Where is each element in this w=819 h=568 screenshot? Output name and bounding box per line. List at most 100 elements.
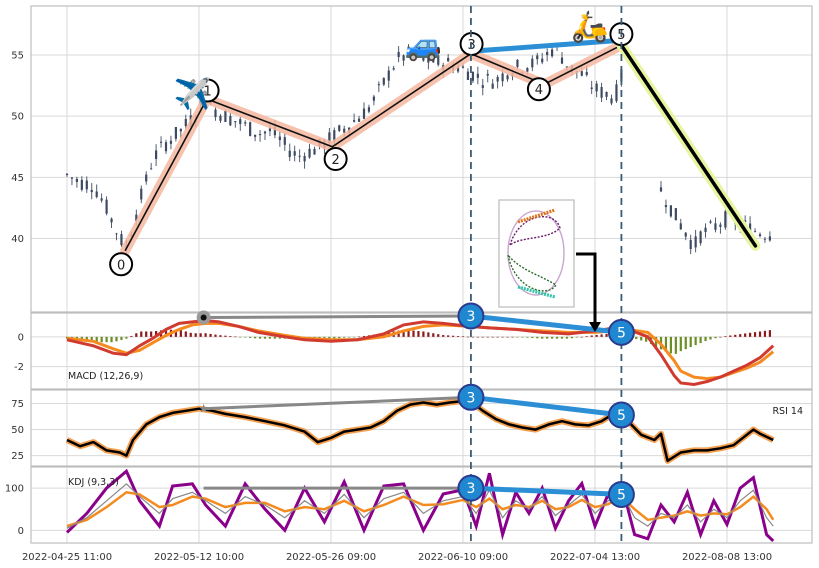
inset-ellipse (507, 210, 565, 296)
candle-body (120, 234, 123, 246)
candle-body (763, 238, 767, 240)
xtick-label-2: 2022-05-26 09:00 (286, 552, 376, 563)
macd-frame (30, 312, 813, 390)
macd-hist-bar (432, 333, 435, 337)
candle-body (263, 131, 267, 134)
candle-body (422, 56, 425, 61)
macd-hist-bar (590, 335, 593, 337)
inset-image (498, 199, 601, 332)
candle-body (313, 148, 316, 155)
macd-bubble-label-5: 5 (617, 325, 626, 341)
macd-hist-bar (575, 336, 578, 338)
kdj-bubble-label-3: 3 (466, 481, 475, 497)
candle-body (353, 120, 356, 122)
candle-body (110, 218, 113, 223)
macd-hist-bar (189, 332, 192, 337)
zigzag-marker-0 (109, 252, 134, 277)
macd-hist-bar (140, 331, 143, 337)
candle-body (367, 107, 371, 112)
candle-body (140, 188, 143, 200)
macd-hist-bar (204, 333, 207, 337)
rsi-panel: 75 50 25 ★ RSI 14 (11, 389, 813, 467)
macd-hist-bar (521, 336, 524, 338)
macd-hist-bar (471, 336, 474, 338)
candle-body (605, 91, 608, 97)
candle-body (674, 208, 677, 221)
macd-hist-bar (704, 336, 707, 342)
candle-body (90, 189, 93, 193)
candle-body (620, 69, 623, 82)
macd-hist-bar (110, 336, 113, 343)
kdj-j-line (65, 468, 775, 542)
candle-body (65, 173, 69, 176)
candle-body (659, 187, 663, 192)
macd-hist-bar (90, 336, 93, 342)
candle-body (219, 115, 222, 121)
macd-hist-bar (709, 336, 712, 340)
inset-spiral-top (508, 216, 561, 247)
macd-hist-bar (155, 331, 158, 337)
candle-body (704, 227, 707, 233)
wave-line-3-5 (468, 37, 624, 54)
car-icon: 🚙 (405, 28, 442, 63)
macd-hist-bar (338, 336, 341, 339)
macd-hist-bar (461, 336, 465, 337)
macd-hist-bar (719, 336, 722, 338)
candle-body (115, 233, 118, 235)
candle-body (580, 71, 583, 76)
macd-hist-bar (684, 336, 687, 350)
macd-hist-bar (199, 333, 202, 337)
macd-hist-bar (145, 331, 148, 337)
rsi-ytick-label-2: 25 (11, 451, 24, 462)
macd-hist-bar (254, 336, 257, 339)
zigzag-marker-2 (323, 147, 348, 171)
macd-hist-bar (541, 336, 544, 339)
macd-line (66, 318, 775, 387)
candle-body (258, 134, 262, 136)
candle-body (595, 83, 598, 92)
candle-body (402, 55, 405, 61)
macd-hist-bar (551, 336, 554, 339)
candle-body (179, 128, 182, 132)
rsi-star-icon: ★ (198, 402, 209, 416)
macd-hist-bar (724, 336, 727, 337)
candle-body (397, 51, 400, 58)
candle-body (328, 132, 331, 143)
macd-hist-bar (714, 336, 717, 339)
macd-hist-bar (234, 336, 237, 338)
macd-hist-bar (491, 336, 494, 338)
candle-body (664, 205, 668, 208)
macd-hist-bar (150, 331, 153, 337)
candle-body (392, 68, 395, 70)
macd-hist-bar (555, 336, 559, 339)
macd-hist-bar (640, 336, 643, 341)
kdj-divergence-blue-line (470, 485, 622, 497)
macd-hist-bar (333, 336, 336, 339)
candle-body (169, 140, 173, 144)
candle-body (333, 130, 336, 142)
macd-hist-bar (278, 336, 281, 339)
candle-body (244, 122, 247, 124)
candle-body (105, 199, 108, 214)
macd-panel: 0 -2 MACD (12,26,9) (14, 310, 813, 390)
macd-hist-bar (763, 330, 767, 337)
candle-body (709, 221, 712, 223)
candle-body (278, 136, 281, 141)
candle-body (303, 155, 306, 162)
overlay-annotations: 3 5 3 5 3 5 (457, 6, 635, 543)
macd-ytick-label-0: 0 (18, 332, 24, 343)
macd-hist-bar (244, 336, 247, 338)
macd-bubble-5 (607, 318, 635, 346)
macd-hist-bar (481, 336, 484, 338)
candle-body (273, 126, 276, 136)
candle-body (461, 66, 465, 68)
candle-body (362, 108, 366, 119)
macd-hist-bar (357, 336, 361, 338)
macd-hist-bar (679, 336, 682, 352)
candle-body (407, 46, 410, 53)
inset-orange-band (517, 208, 556, 224)
macd-hist-bar (580, 336, 583, 338)
macd-signal-line (66, 321, 775, 381)
macd-gray-dot-center (200, 314, 207, 321)
